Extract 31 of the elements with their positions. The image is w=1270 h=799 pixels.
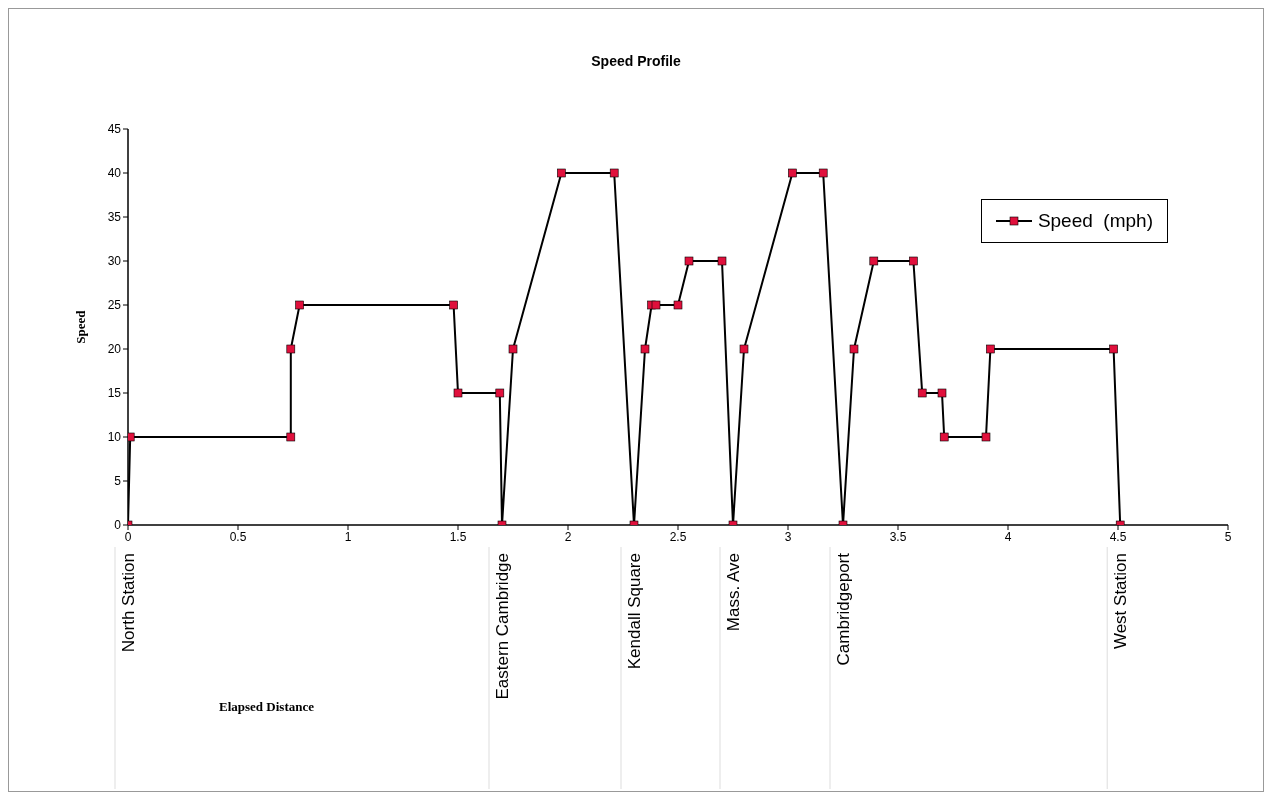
y-tick-label: 0: [114, 518, 122, 533]
annotation: North Station: [119, 553, 138, 653]
y-tick-label: 5: [114, 474, 122, 489]
chart-title: Speed Profile: [590, 53, 682, 69]
x-tick-label: 5: [1224, 529, 1232, 544]
y-tick-label: 20: [107, 342, 122, 357]
x-tick-label: 3: [784, 529, 792, 544]
x-tick-label: 4.5: [1109, 529, 1127, 544]
y-tick-label: 30: [107, 254, 122, 269]
annotation: Kendall Square: [625, 553, 644, 670]
text: Elapsed Distance: [219, 699, 314, 715]
x-tick-label: 0.5: [229, 529, 247, 544]
x-tick-label: 3.5: [889, 529, 907, 544]
x-tick-label: 4: [1004, 529, 1012, 544]
y-tick-label: 10: [107, 430, 122, 445]
x-tick-label: 2.5: [669, 529, 687, 544]
y-axis-title: Speed: [72, 309, 88, 344]
annotation: Cambridgeport: [834, 552, 853, 666]
y-tick-label: 35: [107, 210, 122, 225]
annotation: West Station: [1111, 553, 1131, 650]
x-tick-label: 1.5: [449, 529, 467, 544]
legend-label: Speed (mph): [1037, 210, 1153, 232]
x-tick-label: 0: [124, 529, 132, 544]
y-tick-label: 40: [107, 166, 122, 181]
y-tick-label: 15: [107, 386, 122, 401]
x-tick-label: 1: [344, 529, 352, 544]
y-tick-label: 45: [107, 122, 122, 137]
y-tick-label: 25: [107, 298, 122, 313]
annotation: Mass. Ave: [724, 553, 743, 632]
x-tick-label: 2: [564, 529, 572, 544]
annotation: Eastern Cambridge: [493, 553, 512, 700]
